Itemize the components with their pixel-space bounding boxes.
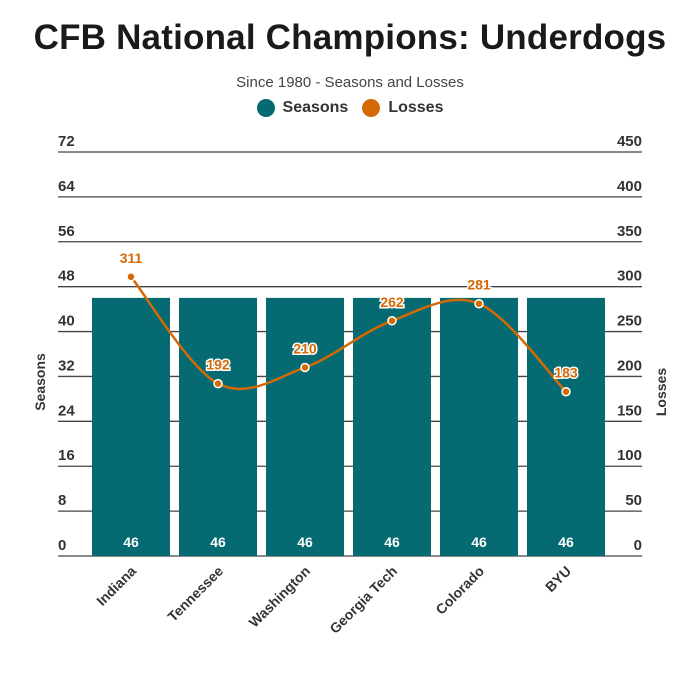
losses-value-label: 183: [554, 365, 578, 381]
y2-tick-label: 0: [634, 537, 642, 554]
bar-value-label: 46: [471, 534, 487, 550]
category-label: BYU: [542, 563, 574, 595]
y2-axis-title: Losses: [653, 368, 669, 416]
category-label: Colorado: [432, 563, 487, 618]
legend-item-seasons: Seasons: [256, 99, 349, 117]
y2-tick-label: 300: [617, 268, 642, 285]
bar-value-label: 46: [210, 534, 226, 550]
category-label: Georgia Tech: [326, 563, 400, 637]
bar-seasons: [92, 297, 170, 556]
bar-value-label: 46: [384, 534, 400, 550]
legend-label-losses: Losses: [388, 99, 444, 116]
bars: 46 46 46 46 46 46: [92, 297, 605, 556]
bar-seasons: [266, 297, 344, 556]
bar-seasons: [353, 297, 431, 556]
y-tick-label: 32: [58, 357, 75, 374]
y-tick-label: 24: [58, 402, 75, 419]
y-tick-label: 8: [58, 492, 66, 509]
y2-tick-label: 250: [617, 313, 642, 330]
losses-point: [387, 316, 397, 326]
losses-point: [561, 386, 571, 397]
bar-seasons: [440, 297, 518, 556]
bar-value-label: 46: [558, 534, 574, 550]
losses-point: [300, 362, 310, 373]
y-tick-label: 48: [58, 268, 75, 285]
losses-value-label: 281: [467, 277, 491, 293]
category-label: Washington: [246, 563, 314, 631]
y2-tick-label: 350: [617, 223, 642, 240]
losses-value-label: 311: [120, 250, 143, 266]
legend-swatch-losses: [362, 99, 381, 117]
right-axis-ticks: 0 50 100 150 200 250 300 350 400 450: [617, 133, 642, 554]
losses-point: [126, 272, 136, 282]
legend-item-losses: Losses: [362, 99, 443, 117]
bar-seasons: [527, 297, 605, 556]
y-tick-label: 16: [58, 447, 75, 464]
losses-point: [474, 298, 484, 309]
legend: Seasons Losses: [0, 99, 700, 117]
y2-tick-label: 400: [617, 178, 642, 195]
losses-value-label: 262: [380, 294, 404, 310]
losses-value-label: 192: [206, 357, 230, 373]
category-label: Tennessee: [164, 563, 226, 625]
y2-tick-label: 100: [617, 447, 642, 464]
losses-line-path: [130, 276, 567, 393]
bar-value-label: 46: [297, 534, 313, 550]
legend-label-seasons: Seasons: [282, 99, 349, 116]
bar-value-label: 46: [123, 534, 139, 550]
losses-value-label: 210: [293, 340, 317, 356]
y-tick-label: 56: [58, 223, 75, 240]
y-tick-label: 64: [58, 178, 75, 195]
left-axis-ticks: 0 8 16 24 32 40 48 56 64 72: [58, 133, 75, 554]
y-tick-label: 40: [58, 313, 75, 330]
losses-point: [213, 378, 223, 389]
y2-tick-label: 200: [617, 357, 642, 374]
legend-swatch-seasons: [256, 99, 275, 117]
bar-seasons: [179, 297, 257, 556]
losses-line: 311 192 210 262 281 183: [118, 248, 579, 397]
y-axis-title: Seasons: [32, 353, 48, 411]
chart-subtitle: Since 1980 - Seasons and Losses: [236, 74, 464, 91]
chart-title: CFB National Champions: Underdogs: [33, 18, 667, 57]
y-tick-label: 72: [58, 133, 75, 150]
y2-tick-label: 450: [617, 133, 642, 150]
y2-tick-label: 150: [617, 402, 642, 419]
y-tick-label: 0: [58, 537, 66, 554]
y2-tick-label: 50: [625, 492, 642, 509]
category-label: Indiana: [93, 563, 139, 609]
category-labels: Indiana Tennessee Washington Georgia Tech Co…: [93, 563, 574, 637]
